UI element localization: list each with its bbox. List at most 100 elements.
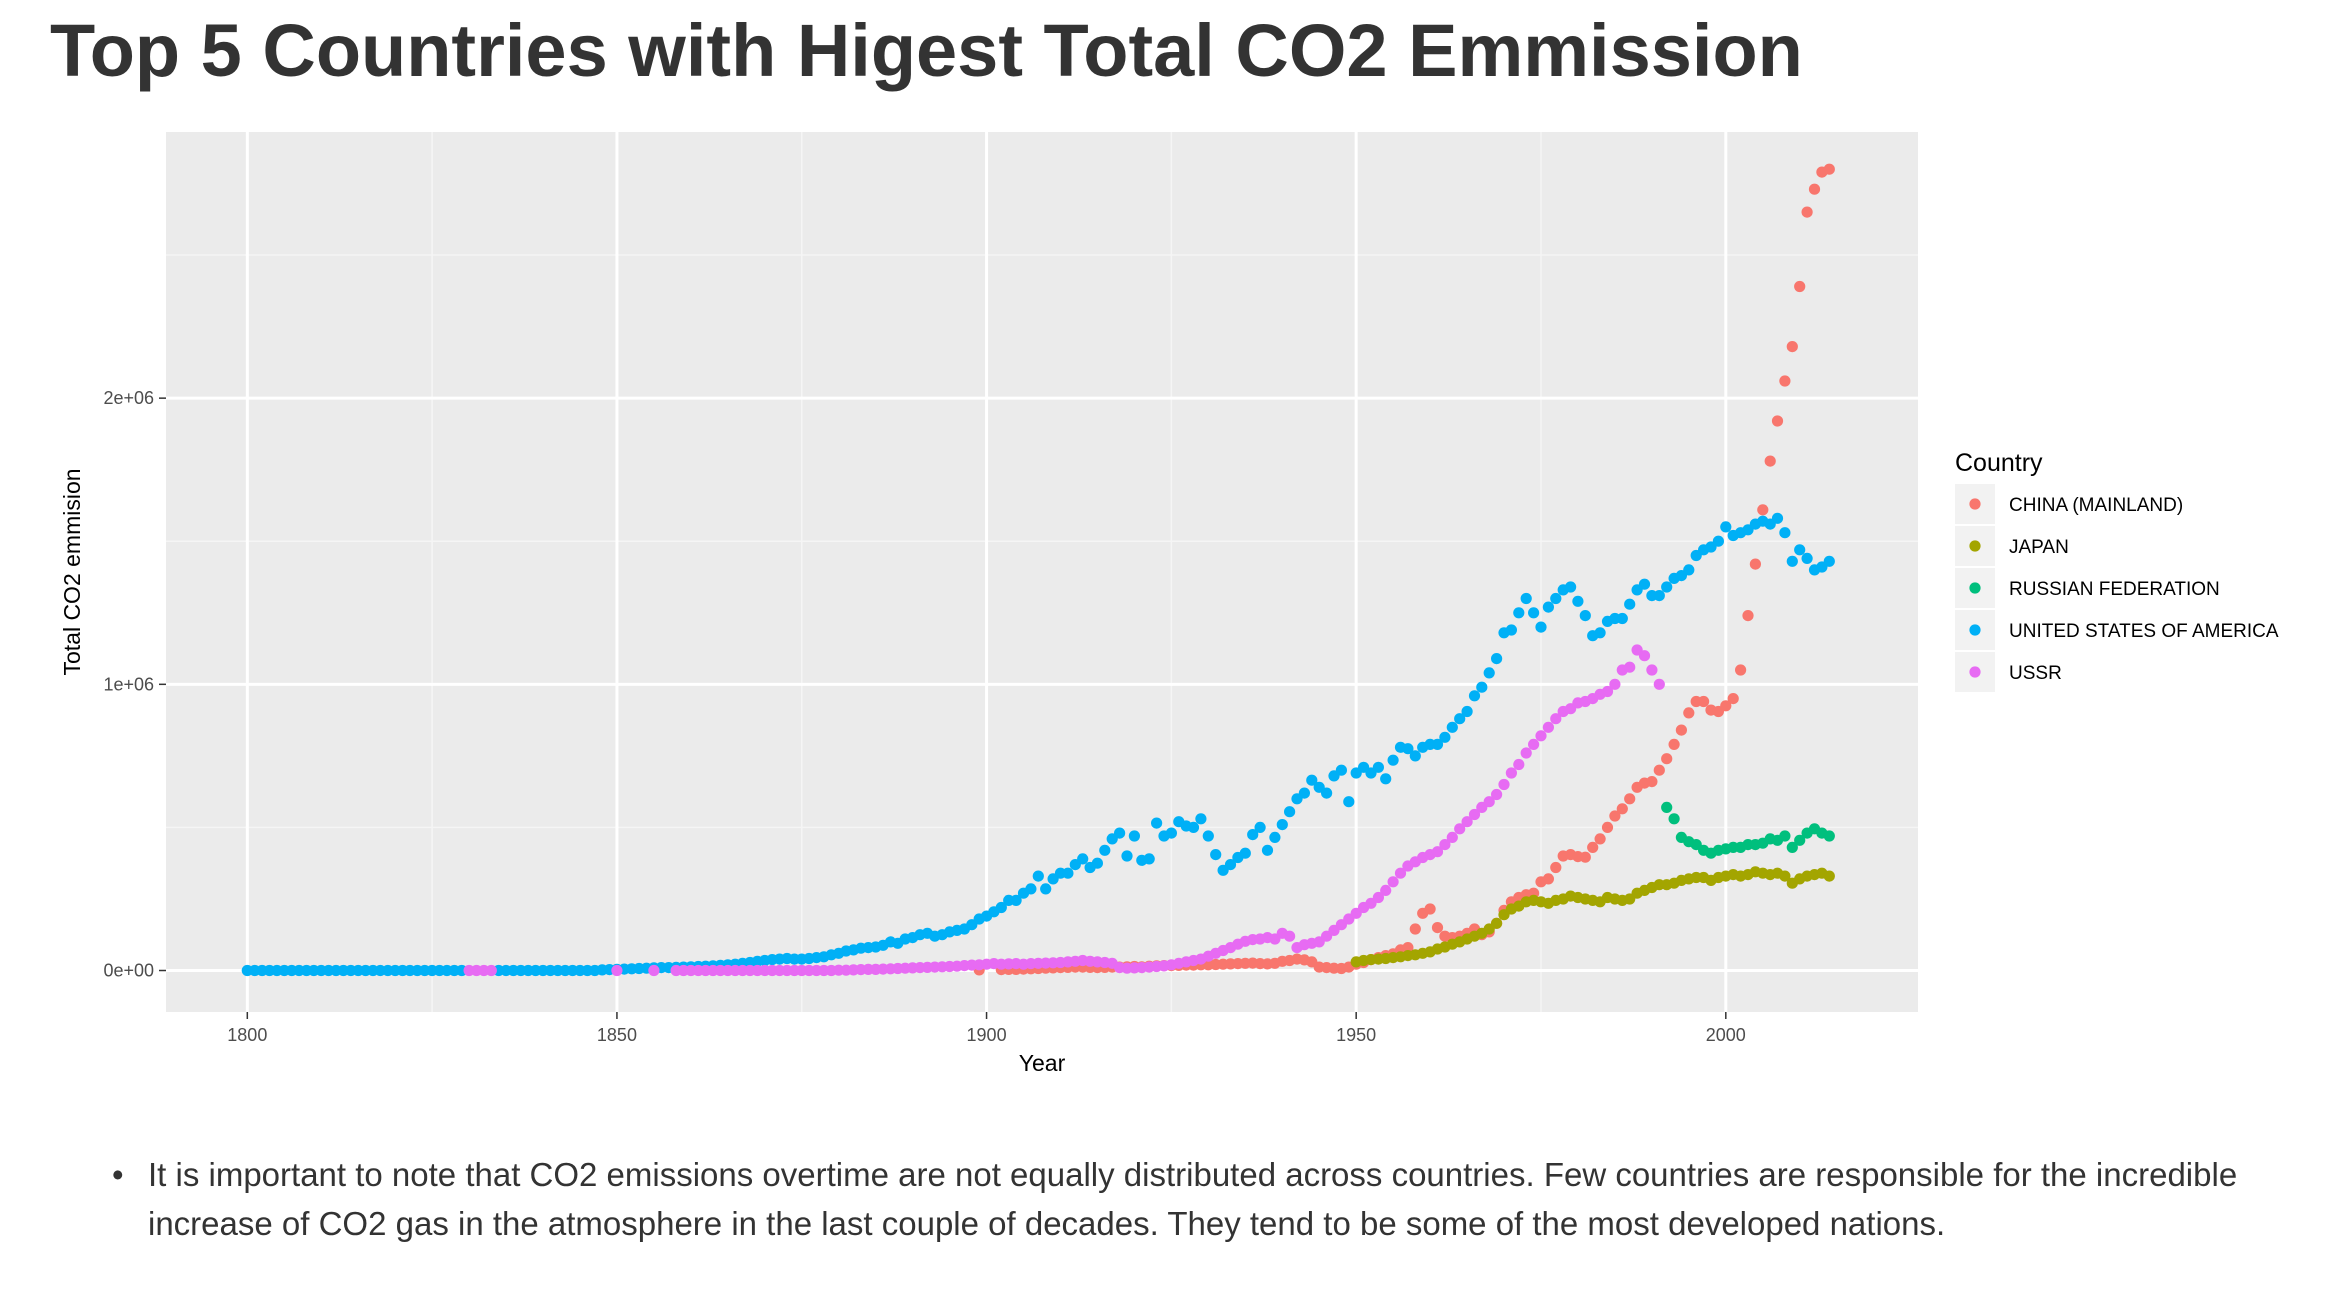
data-point [1823, 830, 1835, 842]
data-point [1771, 415, 1784, 427]
data-point [1247, 829, 1259, 841]
data-point [1535, 730, 1547, 742]
note-list: • It is important to note that CO2 emiss… [112, 1150, 2338, 1248]
note-item: • It is important to note that CO2 emiss… [112, 1150, 2338, 1248]
data-point [1151, 817, 1163, 829]
y-tick-label: 0e+00 [103, 961, 154, 981]
legend-marker [1969, 624, 1981, 636]
data-point [1601, 821, 1614, 834]
data-point [1306, 774, 1318, 786]
data-point [1653, 764, 1665, 776]
data-point [1757, 504, 1769, 516]
data-point [1128, 830, 1140, 842]
data-point [1550, 592, 1562, 605]
data-point [1653, 590, 1665, 602]
data-point [1638, 650, 1651, 662]
data-point [1528, 738, 1540, 751]
data-point [1387, 754, 1399, 766]
data-point [1239, 847, 1251, 859]
data-point [1735, 664, 1747, 676]
page-title: Top 5 Countries with Higest Total CO2 Em… [50, 9, 1803, 92]
data-point [1498, 778, 1510, 791]
data-point [1439, 839, 1451, 851]
data-point [1446, 721, 1458, 733]
x-tick-label: 1950 [1336, 1025, 1376, 1045]
data-point [1801, 206, 1813, 218]
legend-label: RUSSIAN FEDERATION [2009, 579, 2220, 600]
data-point [1284, 930, 1296, 942]
data-point [1187, 821, 1200, 834]
data-point [1424, 903, 1436, 915]
data-point [1579, 610, 1591, 622]
data-point [1040, 883, 1052, 895]
data-point [1402, 942, 1414, 954]
data-point [1786, 841, 1798, 854]
legend-marker [1969, 498, 1981, 510]
data-point [1616, 803, 1628, 815]
data-point [1468, 690, 1481, 702]
data-point [1520, 592, 1532, 605]
legend-marker [1969, 582, 1981, 594]
data-point [1195, 813, 1207, 825]
data-point [1276, 819, 1288, 831]
data-point [1372, 761, 1384, 773]
data-point [1779, 527, 1791, 539]
data-point [1698, 695, 1710, 708]
data-point [1624, 598, 1636, 610]
data-point [1609, 810, 1621, 822]
data-point [1823, 555, 1835, 567]
data-point [1520, 747, 1532, 759]
data-point [1624, 793, 1636, 805]
data-point [1335, 764, 1347, 776]
data-point [1794, 280, 1806, 293]
data-point [1786, 341, 1798, 353]
x-tick-label: 1850 [597, 1025, 637, 1045]
data-point [1727, 693, 1739, 705]
legend-label: UNITED STATES OF AMERICA [2009, 621, 2279, 642]
data-point [1638, 578, 1651, 590]
data-point [1025, 883, 1037, 895]
data-point [1298, 787, 1310, 799]
data-point [1587, 841, 1599, 854]
y-tick-label: 2e+06 [103, 388, 154, 408]
data-point [1675, 724, 1687, 736]
data-point [1542, 873, 1554, 885]
series-points [463, 644, 1665, 977]
data-point [1431, 738, 1444, 751]
data-point [1823, 870, 1835, 882]
data-point [1505, 624, 1517, 636]
data-point [1461, 705, 1473, 718]
data-point [1794, 834, 1806, 846]
legend-marker [1969, 540, 1981, 552]
data-point [1409, 923, 1421, 935]
data-point [1683, 707, 1695, 719]
data-point [1661, 581, 1673, 593]
data-point [1572, 595, 1584, 607]
data-point [1032, 870, 1044, 882]
data-point [1779, 870, 1791, 882]
data-point [1550, 861, 1562, 874]
legend-label: JAPAN [2009, 537, 2069, 558]
major-gridlines [166, 132, 1918, 1012]
data-point [1210, 849, 1222, 861]
data-point [1261, 844, 1274, 856]
data-point [611, 964, 623, 977]
data-point [1771, 512, 1784, 524]
bullet-icon: • [112, 1156, 124, 1193]
data-point [1483, 796, 1495, 808]
data-point [1550, 713, 1562, 725]
data-point [1594, 833, 1606, 845]
data-points [241, 163, 1835, 977]
data-point [1402, 743, 1414, 755]
data-point [1609, 678, 1621, 690]
data-point [1372, 891, 1384, 904]
data-point [1794, 544, 1806, 556]
data-point [1254, 821, 1266, 834]
data-point [1513, 607, 1525, 619]
data-point [1742, 610, 1754, 622]
x-axis: 1800 1850 1900 1950 2000 [227, 1012, 1746, 1045]
data-point [1565, 581, 1577, 593]
data-point [1394, 867, 1407, 879]
data-point [1712, 535, 1724, 547]
data-point [1823, 163, 1835, 175]
